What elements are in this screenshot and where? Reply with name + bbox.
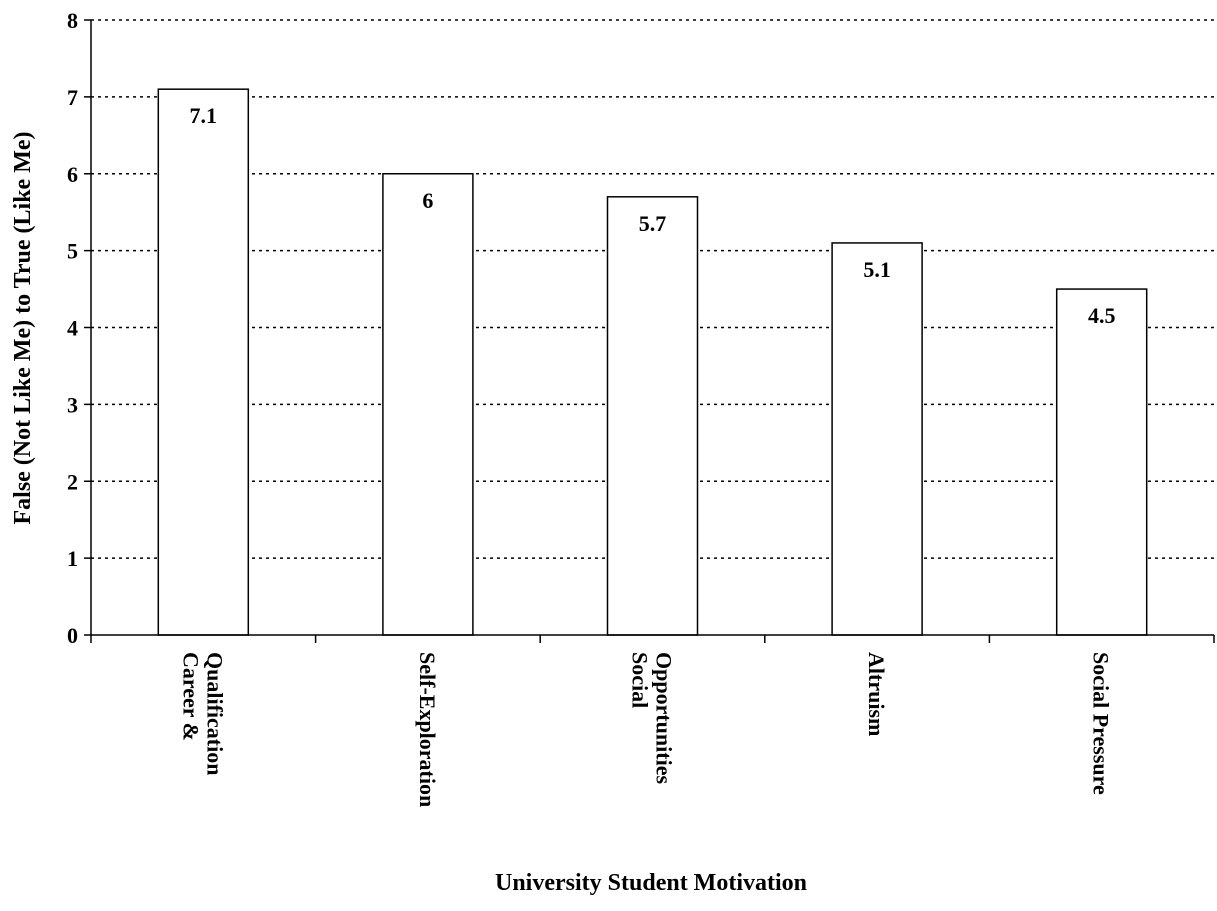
- data-label-0: 7.1: [190, 103, 218, 128]
- x-category-label-0: Career & Qualification: [178, 652, 227, 775]
- y-tick-label-2: 2: [67, 469, 78, 494]
- y-tick-label-8: 8: [67, 8, 78, 33]
- bar-4: [1055, 288, 1148, 636]
- y-tick-label-0: 0: [67, 623, 78, 648]
- x-category-label-2-line-1: Opportunities: [652, 652, 677, 784]
- bar-3: [831, 242, 923, 636]
- y-tick-label-7: 7: [67, 85, 78, 110]
- x-axis-title: University Student Motivation: [495, 870, 807, 896]
- x-category-label-4-line-0: Social Pressure: [1089, 652, 1114, 795]
- y-tick-label-3: 3: [67, 392, 78, 417]
- data-labels: 7.1 6 5.7 5.1 4.5: [190, 103, 1116, 328]
- data-label-3: 5.1: [863, 257, 891, 282]
- y-tick-label-1: 1: [67, 546, 78, 571]
- y-tick-label-4: 4: [67, 316, 78, 341]
- x-category-label-0-line-0: Career &: [178, 652, 203, 741]
- x-category-labels: Career & Qualification Self-Exploration Soc…: [178, 652, 1113, 807]
- x-category-label-3-line-0: Altruism: [864, 652, 889, 736]
- bar-2: [606, 196, 699, 636]
- bars: [157, 88, 1148, 636]
- x-category-label-3: Altruism: [864, 652, 889, 736]
- y-tick-labels: 0 1 2 3 4 5 6 7 8: [67, 8, 78, 648]
- data-label-1: 6: [422, 188, 433, 213]
- axes: [84, 19, 1215, 643]
- y-tick-label-6: 6: [67, 162, 78, 187]
- x-category-label-0-line-1: Qualification: [202, 652, 227, 775]
- bar-0: [157, 88, 250, 636]
- data-label-4: 4.5: [1088, 303, 1116, 328]
- data-label-2: 5.7: [639, 211, 667, 236]
- x-category-label-4: Social Pressure: [1089, 652, 1114, 795]
- x-category-label-2: Social Opportunities: [628, 652, 677, 784]
- y-axis-title: False (Not Like Me) to True (Like Me): [10, 131, 36, 524]
- x-category-label-2-line-0: Social: [628, 652, 653, 708]
- x-category-label-1-line-0: Self-Exploration: [415, 652, 440, 807]
- y-tick-label-5: 5: [67, 239, 78, 264]
- bar-1: [382, 173, 474, 636]
- x-category-label-1: Self-Exploration: [415, 652, 440, 807]
